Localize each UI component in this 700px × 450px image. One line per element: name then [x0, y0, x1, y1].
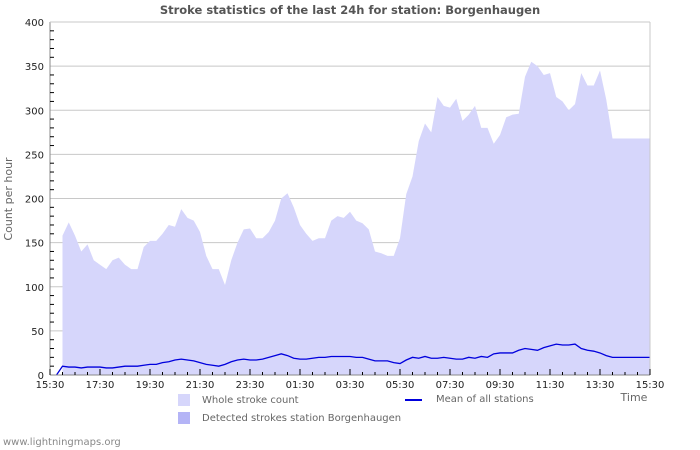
legend-item-detected: Detected strokes station Borgenhaugen: [178, 412, 401, 424]
legend-label-mean: Mean of all stations: [436, 394, 534, 405]
x-axis-ticks: 15:30 17:30 19:30 21:30 23:30 01:30 03:30 05:30…: [36, 369, 665, 391]
svg-text:200: 200: [25, 195, 44, 206]
svg-text:400: 400: [25, 18, 44, 29]
footer-link[interactable]: www.lightningmaps.org: [3, 437, 121, 448]
legend-line-mean: [405, 398, 422, 401]
svg-text:19:30: 19:30: [136, 380, 165, 391]
legend-item-whole: Whole stroke count: [178, 394, 299, 406]
svg-text:09:30: 09:30: [486, 380, 515, 391]
legend-item-mean: Mean of all stations: [405, 394, 534, 405]
svg-text:21:30: 21:30: [186, 380, 215, 391]
y-axis-title: Count per hour: [2, 157, 15, 241]
legend-label-detected: Detected strokes station Borgenhaugen: [202, 412, 402, 424]
svg-text:15:30: 15:30: [636, 380, 665, 391]
svg-text:07:30: 07:30: [436, 380, 465, 391]
y-axis-ticks: 0 50 100 150 200 250 300 350 400: [25, 18, 54, 382]
svg-text:50: 50: [31, 327, 44, 338]
svg-text:350: 350: [25, 62, 44, 73]
svg-text:100: 100: [25, 283, 44, 294]
svg-text:11:30: 11:30: [536, 380, 565, 391]
legend-label-whole: Whole stroke count: [202, 394, 299, 406]
svg-text:250: 250: [25, 150, 44, 161]
whole-stroke-area: [62, 61, 650, 376]
legend-swatch-detected: [178, 412, 190, 424]
svg-text:05:30: 05:30: [386, 380, 415, 391]
svg-text:01:30: 01:30: [286, 380, 315, 391]
svg-text:03:30: 03:30: [336, 380, 365, 391]
x-axis-title: Time: [620, 391, 648, 404]
chart-title: Stroke statistics of the last 24h for st…: [159, 3, 541, 17]
svg-text:15:30: 15:30: [36, 380, 65, 391]
svg-text:300: 300: [25, 106, 44, 117]
svg-text:150: 150: [25, 239, 44, 250]
mean-line: [55, 343, 650, 376]
legend-swatch-whole: [178, 394, 190, 406]
svg-text:17:30: 17:30: [86, 380, 115, 391]
svg-text:23:30: 23:30: [236, 380, 265, 391]
svg-text:0: 0: [38, 371, 44, 382]
svg-text:13:30: 13:30: [586, 380, 615, 391]
